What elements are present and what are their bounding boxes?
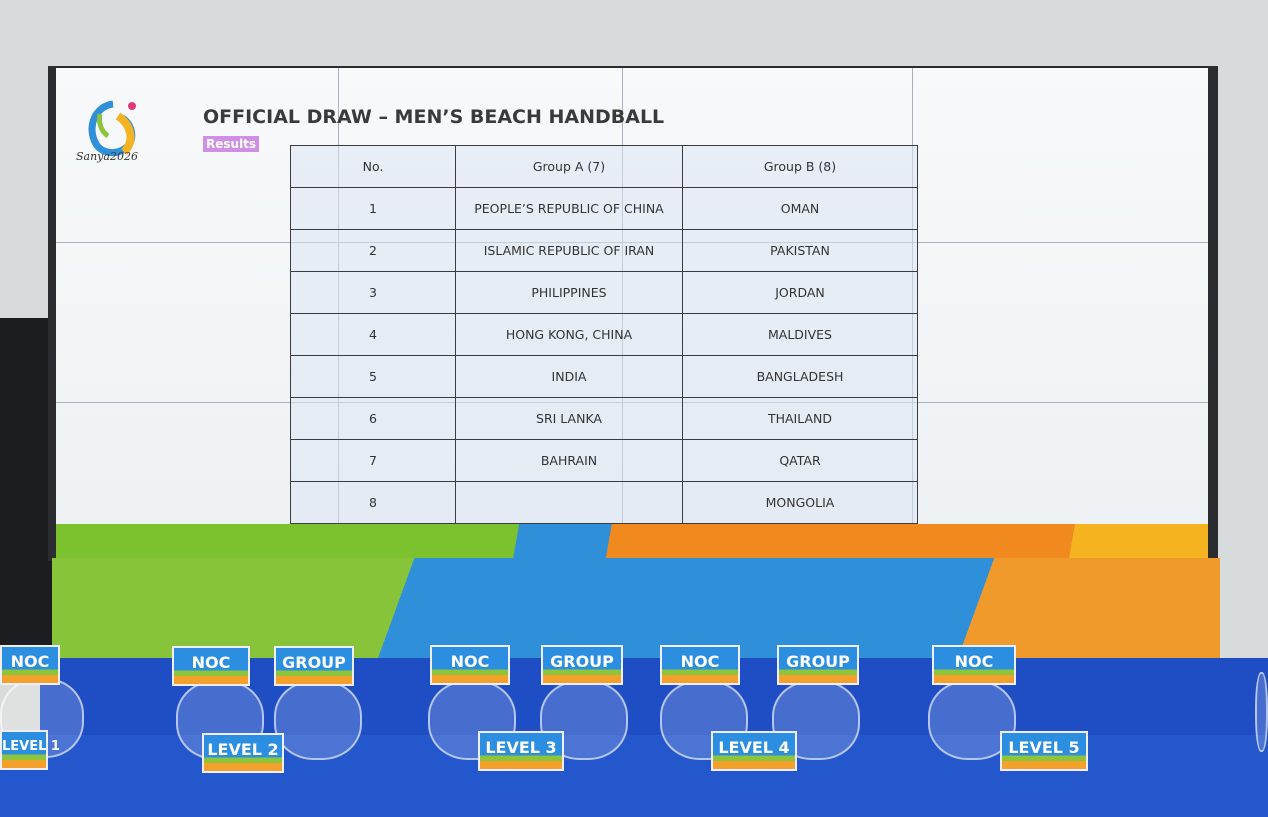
cell-group-a: BAHRAIN (455, 439, 683, 482)
server-rack (0, 318, 52, 648)
group-placard: GROUP (274, 646, 354, 686)
noc-placard: NOC (932, 645, 1016, 685)
table-header-row: No. Group A (7) Group B (8) (290, 145, 918, 188)
cell-group-b: MONGOLIA (682, 481, 918, 524)
cell-group-b: OMAN (682, 187, 918, 230)
cell-no: 7 (290, 439, 456, 482)
cell-group-b: BANGLADESH (682, 355, 918, 398)
noc-placard: NOC (172, 646, 250, 686)
group-placard: GROUP (541, 645, 623, 685)
cell-no: 2 (290, 229, 456, 272)
cell-no: 5 (290, 355, 456, 398)
header-group-b: Group B (8) (682, 145, 918, 188)
table-row: 3 PHILIPPINES JORDAN (290, 271, 918, 314)
table-row: 8 MONGOLIA (290, 481, 918, 524)
table-row: 4 HONG KONG, CHINA MALDIVES (290, 313, 918, 356)
cell-group-a: PHILIPPINES (455, 271, 683, 314)
cell-no: 1 (290, 187, 456, 230)
cell-no: 8 (290, 481, 456, 524)
table-row: 7 BAHRAIN QATAR (290, 439, 918, 482)
cell-no: 3 (290, 271, 456, 314)
level-placard: LEVEL 5 (1000, 731, 1088, 771)
draw-bowl (1255, 672, 1268, 752)
video-wall-screen: Sanya2026 OFFICIAL DRAW – MEN’S BEACH HA… (56, 68, 1208, 558)
level-placard: LEVEL 3 (478, 731, 564, 771)
header-no: No. (290, 145, 456, 188)
noc-placard: NOC (660, 645, 740, 685)
results-label: Results (203, 136, 260, 152)
cell-group-b: JORDAN (682, 271, 918, 314)
noc-placard: NOC (430, 645, 510, 685)
draw-bowl (274, 680, 362, 760)
cell-group-a: ISLAMIC REPUBLIC OF IRAN (455, 229, 683, 272)
noc-placard: NOC (0, 645, 60, 685)
cell-group-b: PAKISTAN (682, 229, 918, 272)
table-row: 2 ISLAMIC REPUBLIC OF IRAN PAKISTAN (290, 229, 918, 272)
level-placard: LEVEL 1 (0, 730, 60, 770)
screen-color-band (56, 524, 1208, 558)
cell-no: 4 (290, 313, 456, 356)
cell-no: 6 (290, 397, 456, 440)
cell-group-b: MALDIVES (682, 313, 918, 356)
draw-results-table: No. Group A (7) Group B (8) 1 PEOPLE’S RE… (290, 145, 918, 524)
cell-group-b: THAILAND (682, 397, 918, 440)
cell-group-a: PEOPLE’S REPUBLIC OF CHINA (455, 187, 683, 230)
cell-group-a (455, 481, 683, 524)
table-row: 1 PEOPLE’S REPUBLIC OF CHINA OMAN (290, 187, 918, 230)
page-title: OFFICIAL DRAW – MEN’S BEACH HANDBALL (203, 106, 665, 128)
table-row: 6 SRI LANKA THAILAND (290, 397, 918, 440)
cell-group-b: QATAR (682, 439, 918, 482)
level-placard: LEVEL 4 (711, 731, 797, 771)
logo-text: Sanya2026 (76, 150, 138, 163)
sanya2026-logo (88, 100, 136, 156)
level-placard: LEVEL 2 (202, 733, 284, 773)
group-placard: GROUP (777, 645, 859, 685)
cell-group-a: SRI LANKA (455, 397, 683, 440)
cell-group-a: INDIA (455, 355, 683, 398)
cell-group-a: HONG KONG, CHINA (455, 313, 683, 356)
table-row: 5 INDIA BANGLADESH (290, 355, 918, 398)
header-group-a: Group A (7) (455, 145, 683, 188)
